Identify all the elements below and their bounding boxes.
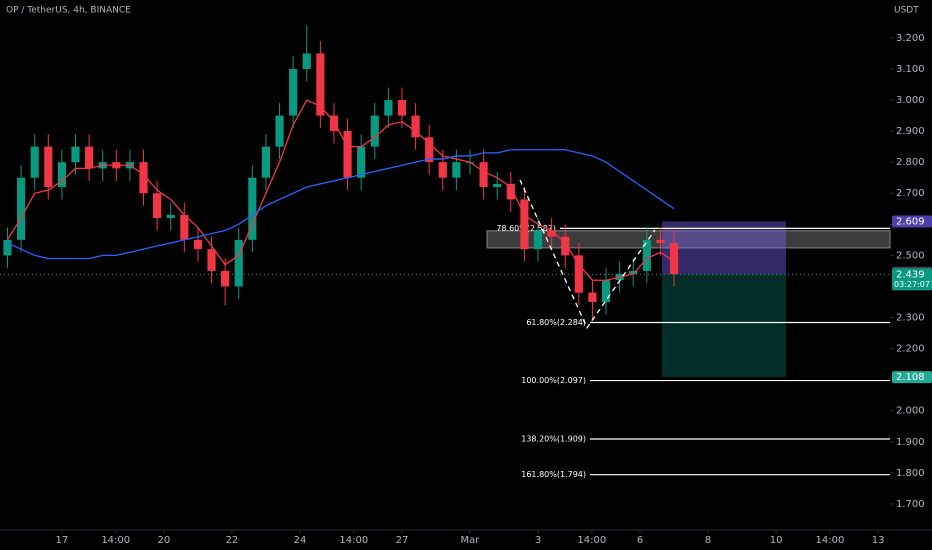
reward-box: [662, 274, 786, 378]
x-tick-label: 22: [226, 535, 239, 546]
y-tick-label: 3.100: [896, 64, 925, 75]
fib-label: 61.80%(2.284): [526, 318, 586, 327]
candle-body: [547, 230, 556, 237]
fib-label: 100.00%(2.097): [521, 376, 586, 385]
countdown: 03:27:07: [894, 280, 930, 289]
x-tick-label: 6: [637, 535, 643, 546]
candle-body: [261, 146, 271, 178]
candle-body: [44, 146, 53, 188]
candle-body: [343, 131, 352, 178]
chart-title: OP / TetherUS, 4h, BINANCE: [6, 6, 131, 16]
candle-body: [3, 239, 12, 256]
y-tick-label: 2.300: [896, 313, 925, 324]
price-tag: [892, 371, 932, 384]
candle-body: [289, 68, 298, 116]
candle-body: [302, 53, 311, 69]
x-tick-label: 14:00: [101, 535, 130, 546]
x-tick-label: 8: [705, 535, 711, 546]
price-tag-label: 2.609: [896, 217, 925, 228]
price-tag-label: 2.108: [896, 372, 925, 383]
candle-body: [316, 53, 325, 116]
y-tick-label: 2.900: [896, 126, 925, 137]
candle-body: [479, 162, 488, 188]
risk-box: [662, 221, 786, 275]
zone: [486, 230, 891, 249]
y-tick-label: 2.700: [896, 188, 925, 199]
fib-label: 161.80%(1.794): [521, 470, 586, 479]
candle-body: [85, 146, 94, 169]
x-tick-label: 14:00: [577, 535, 606, 546]
candle-body: [506, 183, 515, 200]
candle-body: [533, 230, 543, 250]
x-tick-label: 24: [294, 535, 307, 546]
x-tick-label: 14:00: [815, 535, 844, 546]
candle-body: [329, 115, 339, 132]
y-tick-label: 1.700: [896, 499, 925, 510]
candle-body: [193, 239, 203, 250]
y-tick-label: 2.000: [896, 406, 925, 417]
candle-body: [248, 177, 257, 240]
candle-body: [397, 100, 407, 116]
candle-body: [384, 100, 393, 116]
candle-body: [452, 162, 461, 178]
candle-body: [17, 177, 26, 240]
candle-body: [588, 292, 597, 302]
x-tick-label: 10: [770, 535, 783, 546]
y-tick-label: 2.800: [896, 157, 925, 168]
candle-body: [234, 239, 243, 287]
x-tick-label: 14:00: [339, 535, 368, 546]
x-tick-label: 3: [535, 535, 541, 546]
x-tick-label: Mar: [461, 535, 481, 546]
x-tick-label: 20: [158, 535, 171, 546]
candle-body: [153, 193, 162, 219]
y-tick-label: 3.200: [896, 33, 925, 44]
axis-unit: USDT: [894, 6, 919, 16]
candle-body: [574, 255, 583, 293]
candle-body: [520, 199, 529, 250]
candle-body: [180, 214, 189, 240]
candle-body: [629, 270, 638, 275]
y-tick-label: 2.200: [896, 344, 925, 355]
candle-body: [30, 146, 39, 178]
candle-body: [71, 146, 80, 163]
y-tick-label: 3.000: [896, 95, 925, 106]
candle-body: [166, 214, 175, 219]
price-tag: [892, 268, 932, 291]
candle-body: [425, 137, 434, 163]
y-tick-label: 2.500: [896, 250, 925, 261]
pattern-line: [519, 179, 656, 330]
candle-body: [370, 115, 379, 147]
candle-body: [139, 162, 148, 194]
candle-body: [411, 115, 420, 138]
price-tag: [892, 215, 932, 228]
fib-label: 138.20%(1.909): [521, 434, 586, 443]
price-tag-label: 2.439: [896, 269, 925, 280]
candle-body: [656, 239, 665, 243]
x-tick-label: 17: [56, 535, 69, 546]
candle-body: [207, 249, 216, 271]
candle-body: [57, 162, 66, 188]
x-tick-label: 13: [872, 535, 885, 546]
candle-body: [669, 242, 679, 275]
y-tick-label: 1.900: [896, 437, 925, 448]
candle-body: [357, 146, 366, 178]
candle-body: [601, 280, 611, 302]
candle-body: [642, 239, 651, 271]
candle-body: [493, 183, 502, 188]
x-tick-label: 27: [396, 535, 409, 546]
candle-body: [561, 236, 570, 256]
indicator-line: [7, 149, 675, 260]
y-tick-label: 1.800: [896, 468, 925, 479]
indicator-line: [6, 99, 675, 281]
candle-body: [275, 115, 284, 147]
candle-body: [438, 162, 447, 178]
candle-body: [221, 270, 230, 287]
